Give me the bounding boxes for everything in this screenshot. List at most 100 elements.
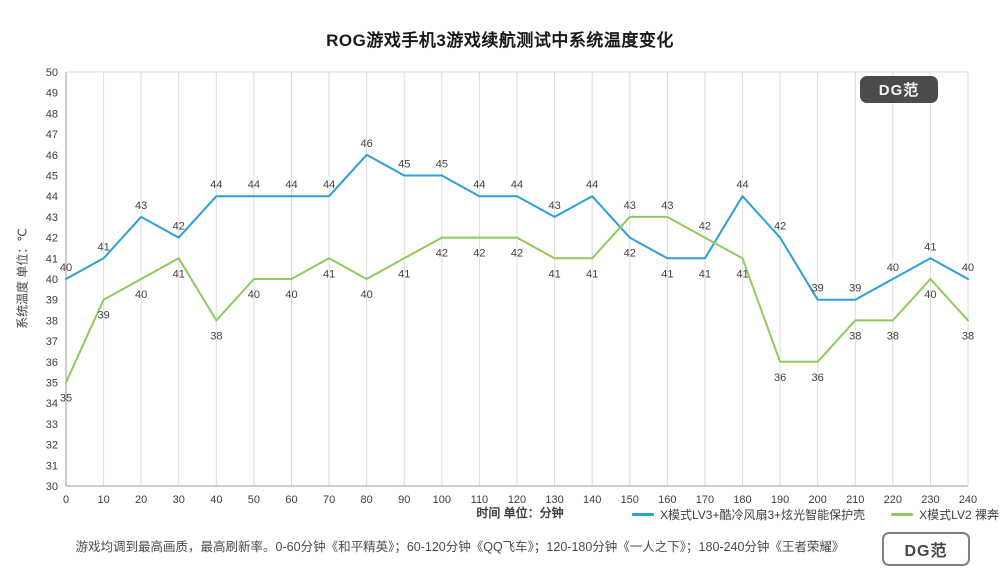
svg-text:36: 36 — [812, 372, 824, 384]
svg-text:42: 42 — [173, 221, 185, 233]
svg-text:39: 39 — [849, 283, 861, 295]
svg-text:38: 38 — [210, 330, 222, 342]
svg-text:41: 41 — [173, 268, 185, 280]
svg-text:49: 49 — [46, 88, 58, 100]
svg-text:35: 35 — [46, 378, 58, 390]
watermark-badge-bottom: DG范 — [882, 532, 970, 566]
svg-text:41: 41 — [398, 268, 410, 280]
svg-text:37: 37 — [46, 336, 58, 348]
svg-text:160: 160 — [658, 494, 676, 506]
svg-text:44: 44 — [285, 179, 297, 191]
svg-text:42: 42 — [511, 248, 523, 260]
svg-text:33: 33 — [46, 419, 58, 431]
svg-text:38: 38 — [849, 330, 861, 342]
watermark-badge-top: DG范 — [860, 76, 938, 103]
svg-text:38: 38 — [887, 330, 899, 342]
svg-text:100: 100 — [433, 494, 451, 506]
svg-text:41: 41 — [323, 268, 335, 280]
svg-text:31: 31 — [46, 460, 58, 472]
svg-text:42: 42 — [774, 221, 786, 233]
x-axis-ticks: 0 10 20 30 40 50 60 70 80 90 100 110 120 130 140 150 160… — [63, 494, 977, 506]
svg-text:42: 42 — [46, 233, 58, 245]
legend-label-blue: X模式LV3+酷冷风扇3+炫光智能保护壳 — [660, 508, 866, 522]
svg-text:41: 41 — [586, 268, 598, 280]
svg-text:41: 41 — [699, 268, 711, 280]
svg-text:40: 40 — [46, 274, 58, 286]
svg-text:10: 10 — [97, 494, 109, 506]
x-axis-title: 时间 单位：分钟 — [476, 506, 564, 520]
svg-text:46: 46 — [361, 138, 373, 150]
svg-text:30: 30 — [173, 494, 185, 506]
svg-text:44: 44 — [46, 191, 58, 203]
legend-label-green: X模式LV2 裸奔 — [919, 508, 999, 522]
svg-text:44: 44 — [586, 179, 598, 191]
svg-text:50: 50 — [248, 494, 260, 506]
svg-text:36: 36 — [46, 357, 58, 369]
svg-text:120: 120 — [508, 494, 526, 506]
data-labels: 40 35 41 39 43 40 42 41 44 38 44 40 44 40 44 41 46 40 45 41… — [60, 138, 974, 405]
series-line-0 — [65, 153, 969, 301]
svg-text:220: 220 — [884, 494, 902, 506]
svg-text:41: 41 — [661, 268, 673, 280]
y-axis-ticks: 30 31 32 33 34 35 36 37 38 39 40 41 42 43 44 45 46 47 48 49… — [46, 67, 58, 493]
svg-text:43: 43 — [548, 200, 560, 212]
gridlines — [65, 71, 969, 486]
svg-text:43: 43 — [135, 200, 147, 212]
svg-text:140: 140 — [583, 494, 601, 506]
svg-text:46: 46 — [46, 150, 58, 162]
chart-footnote: 游戏均调到最高画质，最高刷新率。0-60分钟《和平精英》；60-120分钟《QQ… — [75, 540, 845, 554]
svg-text:42: 42 — [699, 221, 711, 233]
svg-text:44: 44 — [210, 179, 222, 191]
svg-text:180: 180 — [733, 494, 751, 506]
chart-title: ROG游戏手机3游戏续航测试中系统温度变化 — [326, 31, 674, 50]
svg-text:38: 38 — [962, 330, 974, 342]
svg-text:39: 39 — [812, 283, 824, 295]
svg-text:170: 170 — [696, 494, 714, 506]
svg-text:44: 44 — [511, 179, 523, 191]
svg-text:50: 50 — [46, 67, 58, 79]
svg-text:48: 48 — [46, 108, 58, 120]
svg-text:44: 44 — [323, 179, 335, 191]
legend: X模式LV3+酷冷风扇3+炫光智能保护壳 X模式LV2 裸奔 — [632, 506, 999, 523]
svg-text:44: 44 — [736, 179, 748, 191]
y-axis-title: 系统温度 单位：℃ — [15, 228, 30, 329]
svg-text:190: 190 — [771, 494, 789, 506]
svg-text:40: 40 — [210, 494, 222, 506]
svg-text:40: 40 — [924, 289, 936, 301]
svg-text:80: 80 — [361, 494, 373, 506]
svg-text:45: 45 — [398, 159, 410, 171]
svg-text:44: 44 — [248, 179, 260, 191]
svg-text:41: 41 — [548, 268, 560, 280]
svg-text:40: 40 — [248, 289, 260, 301]
svg-text:30: 30 — [46, 481, 58, 493]
svg-text:40: 40 — [135, 289, 147, 301]
legend-item-lv3-case: X模式LV3+酷冷风扇3+炫光智能保护壳 — [632, 506, 865, 523]
svg-text:34: 34 — [46, 398, 58, 410]
svg-text:36: 36 — [774, 372, 786, 384]
svg-text:41: 41 — [46, 253, 58, 265]
svg-text:110: 110 — [471, 494, 489, 506]
svg-text:60: 60 — [285, 494, 297, 506]
legend-line-marker-green — [891, 513, 914, 516]
legend-line-marker-blue — [632, 513, 654, 516]
svg-text:240: 240 — [959, 494, 977, 506]
svg-text:70: 70 — [323, 494, 335, 506]
svg-text:20: 20 — [135, 494, 147, 506]
svg-text:41: 41 — [736, 268, 748, 280]
watermark-text-top: DG范 — [878, 82, 920, 99]
svg-text:210: 210 — [846, 494, 864, 506]
svg-text:90: 90 — [398, 494, 410, 506]
svg-text:47: 47 — [46, 129, 58, 141]
svg-text:39: 39 — [97, 310, 109, 322]
svg-text:40: 40 — [361, 289, 373, 301]
svg-text:43: 43 — [46, 212, 58, 224]
svg-text:42: 42 — [473, 248, 485, 260]
svg-text:39: 39 — [46, 295, 58, 307]
svg-text:41: 41 — [924, 241, 936, 253]
svg-text:40: 40 — [285, 289, 297, 301]
svg-text:0: 0 — [63, 494, 69, 506]
svg-text:44: 44 — [473, 179, 485, 191]
svg-text:45: 45 — [436, 159, 448, 171]
